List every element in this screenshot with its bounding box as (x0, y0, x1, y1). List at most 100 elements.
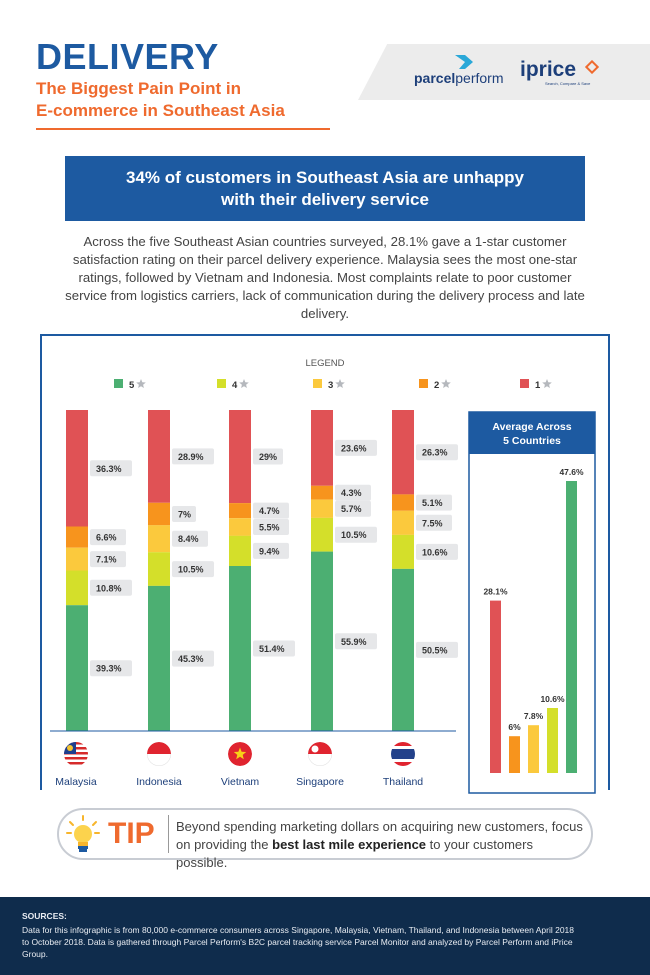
data-label-vietnam-star4: 9.4% (259, 546, 280, 556)
legend-swatch-5 (114, 379, 123, 388)
bar-indonesia-star1 (148, 410, 170, 503)
data-label-bg-malaysia-star1 (90, 460, 132, 477)
logo-band (358, 44, 650, 100)
data-label-bg-singapore-star3 (335, 500, 371, 517)
bar-singapore-star2 (311, 485, 333, 500)
page-subtitle: The Biggest Pain Point in E-commerce in … (36, 78, 336, 122)
bar-malaysia-star3 (66, 547, 88, 571)
average-bar-star5 (566, 481, 577, 773)
banner-line-2: with their delivery service (221, 189, 429, 209)
tip-label: TIP (108, 817, 155, 850)
tip-text-bold: best last mile experience (272, 837, 427, 852)
legend-label-4: 4 (232, 380, 238, 391)
indonesia-flag-icon (147, 742, 171, 766)
data-label-indonesia-star2: 7% (178, 510, 191, 520)
parcelperform-logo: parcelperform (414, 70, 503, 86)
malaysia-flag-icon-moon (67, 745, 73, 751)
average-label-star5: 47.6% (559, 467, 584, 477)
data-label-singapore-star1: 23.6% (341, 443, 367, 453)
average-label-star2: 6% (508, 722, 521, 732)
country-label-singapore: Singapore (296, 776, 344, 788)
bar-singapore-star1 (311, 410, 333, 486)
bar-indonesia-star3 (148, 525, 170, 553)
bar-singapore-star5 (311, 551, 333, 731)
headline-banner: 34% of customers in Southeast Asia are u… (65, 156, 585, 221)
data-label-singapore-star3: 5.7% (341, 504, 362, 514)
data-label-singapore-star4: 10.5% (341, 530, 367, 540)
data-label-bg-thailand-star4 (416, 543, 458, 560)
bar-vietnam-star3 (229, 518, 251, 536)
country-label-indonesia: Indonesia (136, 776, 182, 788)
data-label-singapore-star2: 4.3% (341, 488, 362, 498)
data-label-thailand-star3: 7.5% (422, 518, 443, 528)
data-label-vietnam-star5: 51.4% (259, 644, 285, 654)
data-label-vietnam-star2: 4.7% (259, 506, 280, 516)
parcelperform-logo-text-b: perform (455, 70, 504, 86)
bar-thailand-star2 (392, 494, 414, 511)
title-divider (36, 128, 330, 130)
legend-label-1: 1 (535, 380, 541, 391)
bar-singapore-star4 (311, 517, 333, 552)
tip-box (57, 808, 593, 860)
data-label-bg-singapore-star4 (335, 526, 377, 543)
data-label-bg-thailand-star5 (416, 641, 458, 658)
data-label-malaysia-star3: 7.1% (96, 555, 117, 565)
average-label-star1: 28.1% (483, 587, 508, 597)
bar-vietnam-star2 (229, 503, 251, 519)
data-label-bg-singapore-star1 (335, 439, 377, 456)
data-label-bg-vietnam-star2 (253, 502, 289, 519)
legend-swatch-4 (217, 379, 226, 388)
average-panel-header (469, 412, 595, 454)
banner-line-1: 34% of customers in Southeast Asia are u… (125, 167, 525, 187)
sources-text: Data for this infographic is from 80,000… (22, 925, 575, 959)
bar-vietnam-star5 (229, 566, 251, 731)
country-label-malaysia: Malaysia (55, 776, 97, 788)
singapore-flag-icon-red (308, 742, 332, 754)
average-label-star4: 10.6% (540, 694, 565, 704)
malaysia-flag-icon (64, 742, 88, 766)
bar-malaysia-star2 (66, 526, 88, 548)
data-label-thailand-star1: 26.3% (422, 448, 448, 458)
vietnam-flag-icon-star (233, 747, 247, 760)
bar-malaysia-star1 (66, 410, 88, 527)
data-label-bg-thailand-star3 (416, 514, 452, 531)
average-label-star3: 7.8% (524, 711, 544, 721)
bar-thailand-star5 (392, 568, 414, 731)
average-title-line-1: Average Across (492, 421, 571, 433)
average-bar-star4 (547, 708, 558, 773)
indonesia-flag-icon-red (147, 742, 171, 754)
data-label-bg-singapore-star2 (335, 484, 371, 501)
singapore-flag-icon (308, 742, 332, 766)
data-label-thailand-star5: 50.5% (422, 645, 448, 655)
bar-vietnam-star1 (229, 410, 251, 504)
data-label-bg-vietnam-star3 (253, 519, 289, 535)
bar-singapore-star3 (311, 499, 333, 518)
data-label-bg-vietnam-star5 (253, 640, 295, 657)
data-label-singapore-star5: 55.9% (341, 637, 367, 647)
footer: SOURCES: Data for this infographic is fr… (0, 897, 650, 975)
bar-malaysia-star4 (66, 570, 88, 606)
average-bar-star2 (509, 736, 520, 773)
legend-star-icon-2 (441, 379, 451, 388)
intro-paragraph: Across the five Southeast Asian countrie… (65, 234, 585, 321)
thailand-flag-icon-red-bottom (391, 762, 415, 766)
data-label-bg-indonesia-star1 (172, 448, 214, 465)
subtitle-line-2: E-commerce in Southeast Asia (36, 101, 285, 120)
data-label-indonesia-star4: 10.5% (178, 565, 204, 575)
data-label-indonesia-star3: 8.4% (178, 534, 199, 544)
average-title-line-2: 5 Countries (503, 435, 561, 447)
data-label-indonesia-star5: 45.3% (178, 654, 204, 664)
bar-thailand-star1 (392, 410, 414, 495)
data-label-bg-malaysia-star3 (90, 551, 126, 568)
tip-text-after: to your customers possible. (176, 837, 533, 870)
data-label-vietnam-star1: 29% (259, 452, 277, 462)
data-label-malaysia-star5: 39.3% (96, 664, 122, 674)
sources-title: SOURCES: (22, 911, 67, 921)
page-title: DELIVERY (36, 36, 219, 77)
average-bar-star3 (528, 725, 539, 773)
data-label-vietnam-star3: 5.5% (259, 523, 280, 533)
parcelperform-logo-icon (455, 55, 473, 69)
parcelperform-logo-text-a: parcel (414, 70, 456, 86)
data-label-bg-thailand-star1 (416, 444, 458, 461)
